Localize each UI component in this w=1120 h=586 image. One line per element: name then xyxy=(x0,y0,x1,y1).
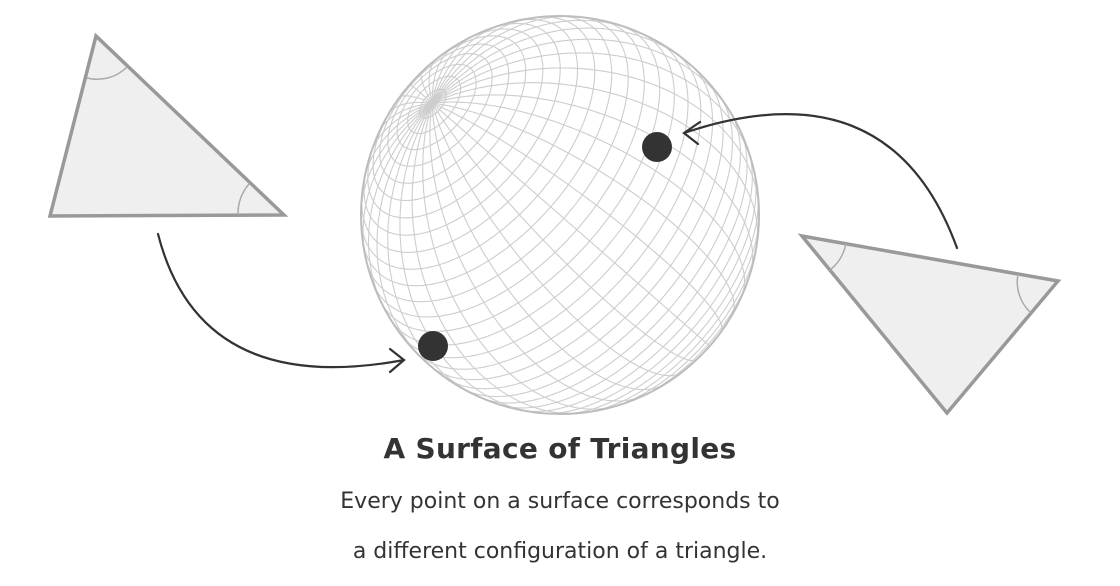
caption-line-1: Every point on a surface corresponds to xyxy=(340,489,780,514)
right-triangle-right-angle-arc xyxy=(1016,273,1032,314)
sphere-grid-line xyxy=(431,102,711,347)
sphere-grid-line xyxy=(432,102,735,317)
sphere-grid-line xyxy=(431,16,583,104)
left-triangle xyxy=(47,32,289,218)
surface-point-lower-left xyxy=(418,331,448,361)
sphere-grid-line xyxy=(431,52,754,167)
right-triangle xyxy=(797,233,1062,416)
sphere-grid-line xyxy=(431,24,501,104)
sphere-grid-line xyxy=(376,102,433,366)
sphere-grid-line xyxy=(370,102,433,155)
left-arrow xyxy=(156,232,406,374)
right-arrow xyxy=(682,113,959,250)
caption-title: A Surface of Triangles xyxy=(383,432,737,465)
left-triangle-right-angle-arc xyxy=(237,183,250,216)
left-triangle-top-angle-arc xyxy=(86,66,128,81)
sphere-grid-line xyxy=(432,101,746,298)
left-arrow-curve xyxy=(156,232,406,369)
left-triangle-shape xyxy=(47,32,289,218)
sphere-grid-line xyxy=(431,103,684,377)
right-triangle-left-angle-arc xyxy=(829,242,847,271)
sphere-grid-line xyxy=(411,102,583,414)
sphere-grid-line xyxy=(362,102,433,264)
right-arrow-curve xyxy=(682,113,959,250)
sphere-outline xyxy=(360,15,760,415)
sphere-grid-line xyxy=(363,102,433,182)
sphere-grid-line xyxy=(431,38,733,116)
sphere-grid-line xyxy=(422,103,618,410)
sphere-grid-line xyxy=(432,102,723,333)
sphere-grid-line xyxy=(399,102,538,414)
sphere-grid-line xyxy=(429,103,645,402)
sphere-grid-line xyxy=(431,82,759,247)
sphere-grid-line xyxy=(431,19,637,104)
right-arrow-head xyxy=(682,120,702,146)
sphere-grid-line xyxy=(431,34,475,104)
sphere xyxy=(360,15,760,415)
caption-line-2: a different configuration of a triangle. xyxy=(352,539,768,564)
sphere-grid-line xyxy=(431,102,698,362)
sphere-grid-line xyxy=(431,103,667,391)
sphere-grid-line xyxy=(431,67,759,212)
surface-point-upper-right xyxy=(642,132,672,162)
right-triangle-shape xyxy=(797,233,1062,416)
sphere-grid-line xyxy=(431,27,692,104)
sphere-grid-line xyxy=(387,102,485,400)
sphere-grid-line xyxy=(367,102,433,315)
left-arrow-head xyxy=(388,347,406,374)
